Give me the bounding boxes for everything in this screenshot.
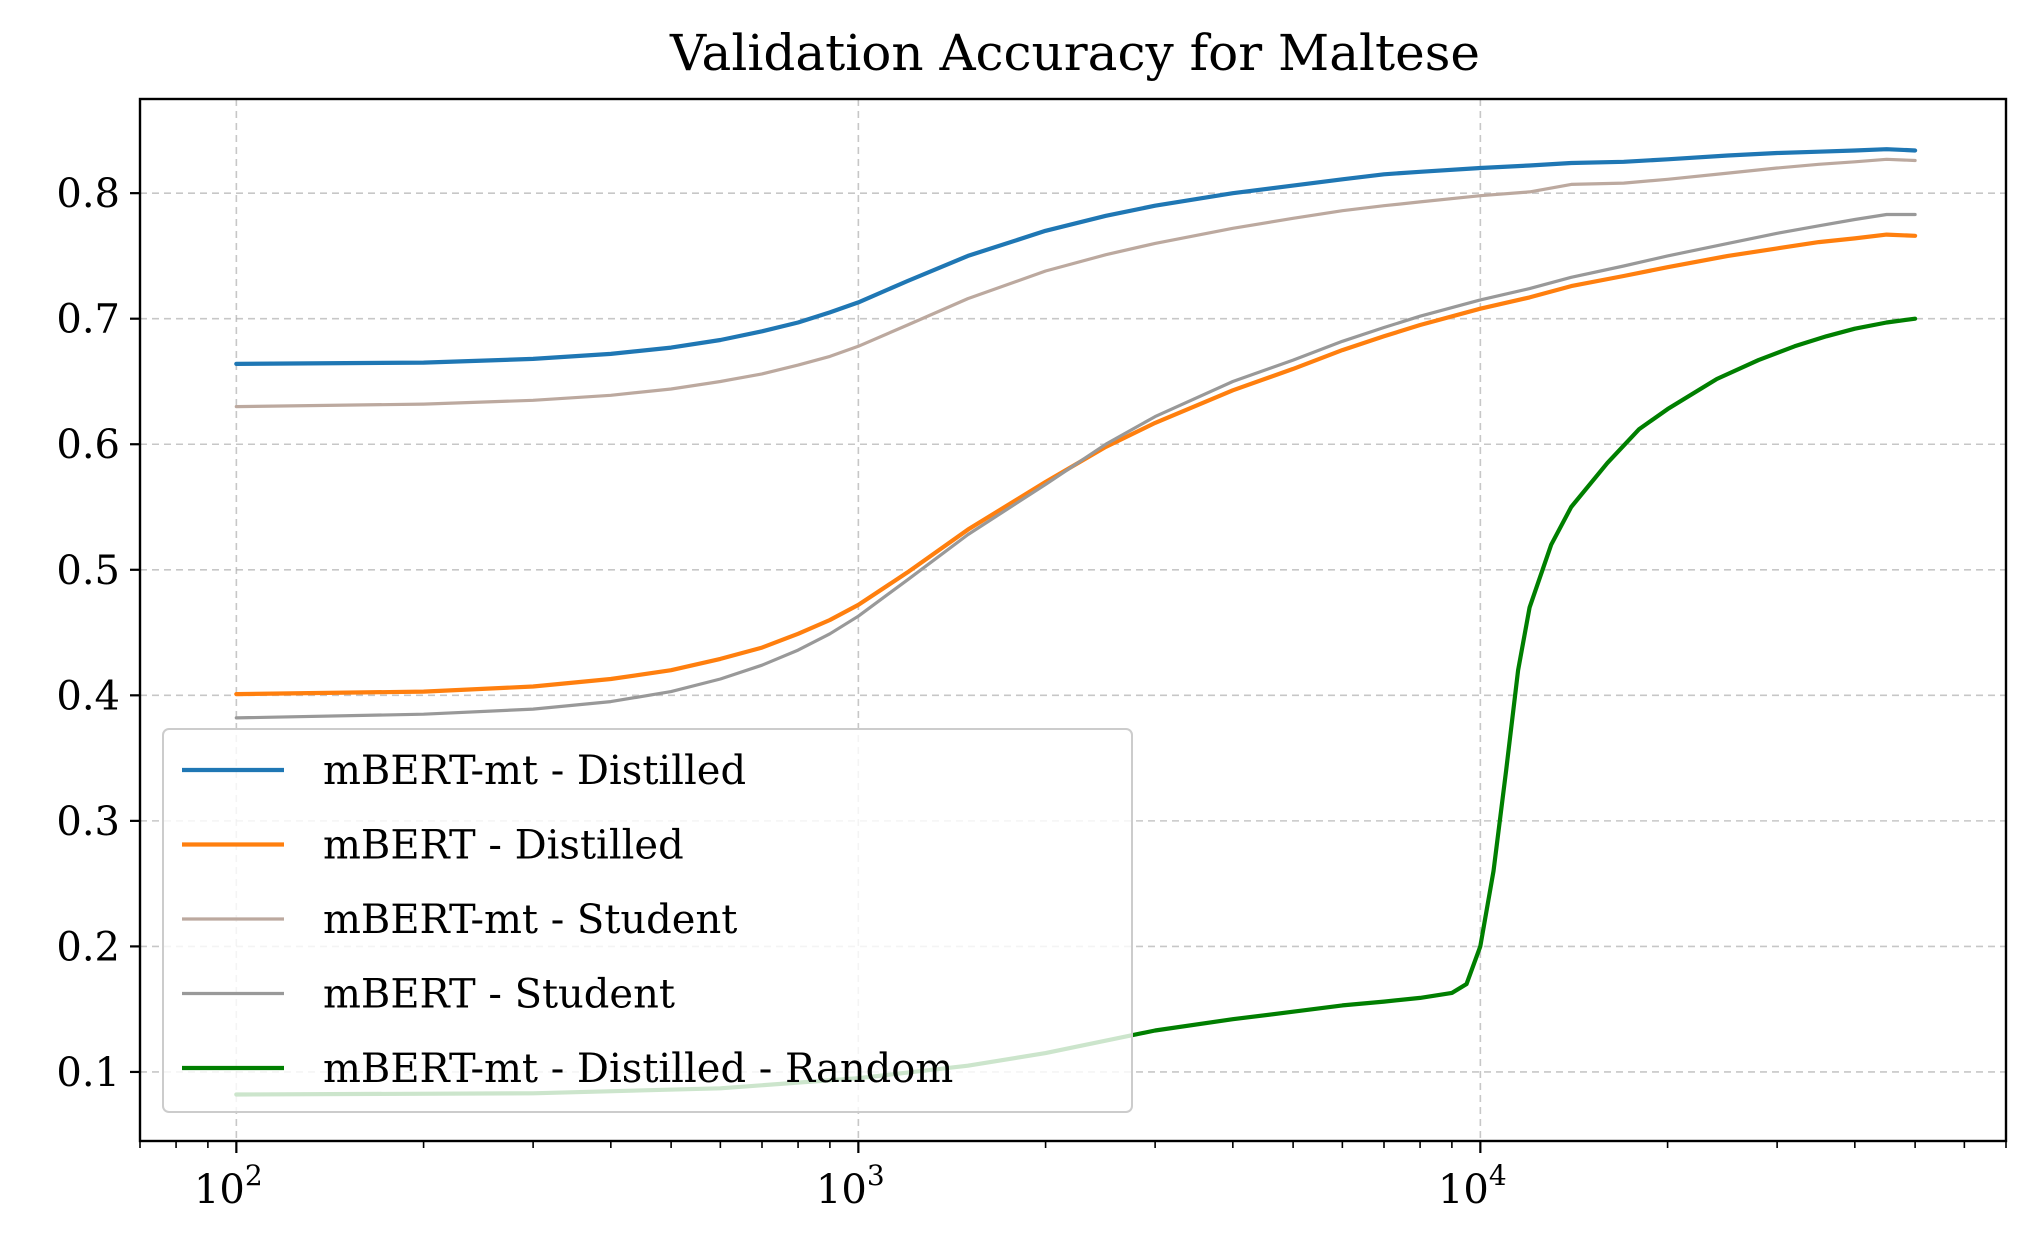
y-tick-label: 0.6 <box>56 422 120 468</box>
y-tick-label: 0.8 <box>56 171 120 217</box>
series-line-3 <box>234 157 1917 409</box>
series-line-1 <box>234 147 1918 366</box>
legend-label: mBERT-mt - Student <box>323 897 737 943</box>
x-tick-base: 10 <box>194 1167 245 1213</box>
x-tick-label: 104 <box>1438 1159 1507 1213</box>
y-tick-label: 0.7 <box>56 297 120 343</box>
legend-box <box>162 728 1133 1113</box>
y-tick-label: 0.5 <box>56 548 120 594</box>
legend-label: mBERT - Distilled <box>323 823 684 869</box>
legend: mBERT-mt - Distilled mBERT - Distilled mBE… <box>162 728 1133 1113</box>
x-tick-label: 103 <box>816 1159 885 1213</box>
y-tick-label: 0.3 <box>56 799 120 845</box>
x-tick-base: 10 <box>816 1167 867 1213</box>
plot-frame <box>138 97 2008 1143</box>
x-tick-label: 102 <box>194 1159 263 1213</box>
series-line-4 <box>234 212 1917 720</box>
y-tick-label: 0.2 <box>56 924 120 970</box>
legend-label: mBERT - Student <box>323 972 675 1018</box>
y-tick-label: 0.4 <box>56 673 120 719</box>
legend-label: mBERT-mt - Distilled <box>323 748 746 794</box>
x-tick-exponent: 3 <box>867 1159 885 1192</box>
y-tick-label: 0.1 <box>56 1050 120 1096</box>
chart-title: Validation Accuracy for Maltese <box>669 24 1480 82</box>
x-tick-exponent: 2 <box>245 1159 263 1192</box>
x-tick-exponent: 4 <box>1489 1159 1507 1192</box>
x-tick-base: 10 <box>1438 1167 1489 1213</box>
series-line-2 <box>234 232 1918 697</box>
legend-label: mBERT-mt - Distilled - Random <box>323 1046 953 1092</box>
